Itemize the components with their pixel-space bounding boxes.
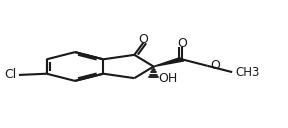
Polygon shape [154, 58, 184, 67]
Text: Cl: Cl [4, 68, 17, 81]
Text: O: O [211, 59, 221, 72]
Text: O: O [177, 37, 187, 50]
Text: CH3: CH3 [235, 66, 259, 79]
Text: O: O [139, 33, 149, 46]
Text: OH: OH [158, 72, 177, 85]
